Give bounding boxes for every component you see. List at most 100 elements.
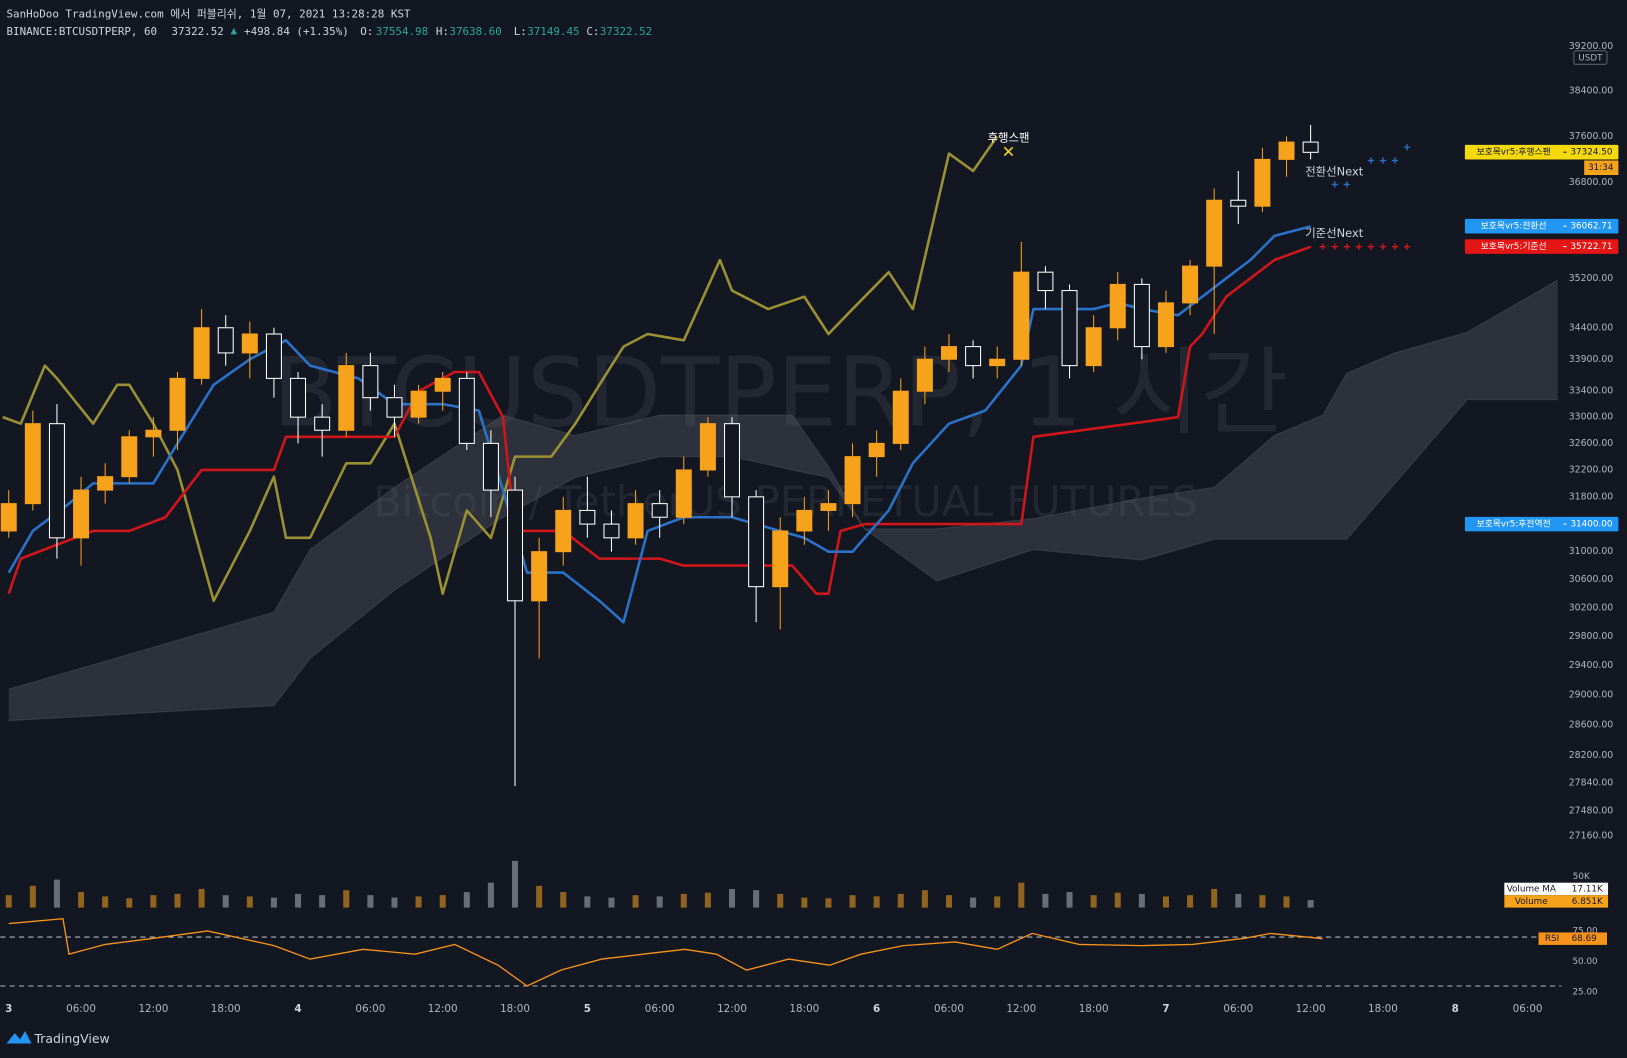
annotation: 기준선Next bbox=[1305, 226, 1364, 240]
price-label-name: 보호목vr5:후전역전 bbox=[1477, 519, 1551, 530]
volume-bar bbox=[632, 895, 639, 908]
volume-bar bbox=[246, 896, 253, 908]
volume-bar bbox=[1138, 893, 1145, 908]
price-label-name: 보호목vr5:기준선 bbox=[1481, 241, 1547, 252]
candle-body bbox=[314, 416, 331, 431]
y-tick-label: 34400.00 bbox=[1569, 322, 1614, 333]
candle-body bbox=[1302, 141, 1319, 153]
change-arrow: ▲ bbox=[231, 24, 238, 37]
y-tick-label: 30200.00 bbox=[1569, 602, 1614, 613]
candle-body bbox=[145, 429, 162, 438]
volume-bar bbox=[921, 890, 928, 908]
price-label-value: 31400.00 bbox=[1570, 520, 1612, 530]
volume-bar bbox=[343, 890, 350, 908]
candle-body bbox=[265, 333, 282, 379]
low-label: L: bbox=[514, 25, 527, 38]
indicator-line bbox=[7, 225, 1311, 624]
x-tick-label: 12:00 bbox=[428, 1003, 458, 1015]
next-marker bbox=[1331, 243, 1338, 250]
volume-bar bbox=[463, 892, 470, 908]
volume-bar bbox=[608, 897, 615, 908]
candle-body bbox=[531, 551, 548, 602]
y-tick-label: 33400.00 bbox=[1569, 386, 1614, 397]
y-tick-label: 29800.00 bbox=[1569, 631, 1614, 642]
x-tick-label: 8 bbox=[1452, 1003, 1459, 1015]
volume-bar bbox=[849, 895, 856, 908]
candle-body bbox=[868, 442, 885, 458]
volume-bar bbox=[680, 893, 687, 908]
volume-bar bbox=[102, 896, 109, 908]
next-marker bbox=[1367, 243, 1375, 250]
symbol: BINANCE:BTCUSDTPERP, 60 bbox=[7, 25, 158, 38]
candle-body bbox=[410, 390, 427, 418]
countdown-box bbox=[1584, 160, 1619, 176]
next-marker bbox=[1391, 243, 1399, 250]
y-tick-label: 28200.00 bbox=[1569, 750, 1614, 761]
x-tick-label: 06:00 bbox=[1513, 1003, 1543, 1015]
volume-bar bbox=[1259, 895, 1266, 908]
y-tick-label: 39200.00 bbox=[1569, 41, 1614, 52]
volume-bar bbox=[367, 895, 374, 908]
annotation: 후행스팬 bbox=[988, 130, 1030, 144]
volume-bar bbox=[825, 898, 832, 908]
volume-label-box bbox=[1504, 882, 1609, 896]
brand-logo bbox=[6, 1031, 32, 1044]
volume-bar bbox=[78, 892, 85, 908]
candle-body bbox=[1085, 327, 1102, 367]
x-tick-label: 06:00 bbox=[934, 1003, 964, 1015]
candle-body bbox=[748, 496, 765, 588]
rsi-tick-label: 75.00 bbox=[1572, 926, 1598, 936]
rsi-line bbox=[8, 917, 1323, 987]
volume-bar bbox=[29, 885, 36, 908]
open-value: 37554.98 bbox=[376, 25, 428, 38]
next-marker bbox=[1331, 181, 1338, 188]
candle-body bbox=[193, 327, 210, 379]
y-tick-label: 33000.00 bbox=[1569, 412, 1614, 423]
high-label: H: bbox=[436, 25, 449, 38]
low-value: 37149.45 bbox=[527, 25, 579, 38]
y-tick-label: 38400.00 bbox=[1569, 86, 1614, 97]
cloud-edge bbox=[8, 279, 1559, 690]
cloud-edge bbox=[8, 399, 1558, 722]
close-label: C: bbox=[586, 25, 599, 38]
annotation: 전환선Next bbox=[1305, 165, 1364, 179]
candle-body bbox=[290, 377, 307, 418]
y-tick-label: 28600.00 bbox=[1569, 720, 1614, 731]
candle-body bbox=[1133, 283, 1150, 348]
candle-body bbox=[362, 365, 379, 399]
candle-body bbox=[1278, 141, 1295, 160]
volume-label-name: Volume bbox=[1515, 897, 1548, 907]
next-marker bbox=[1391, 157, 1399, 164]
x-tick-label: 7 bbox=[1162, 1003, 1169, 1015]
next-marker bbox=[1379, 243, 1387, 250]
volume-bar bbox=[656, 896, 663, 908]
candle-body bbox=[217, 327, 234, 354]
candle-body bbox=[1206, 199, 1223, 267]
last-price: 37322.52 bbox=[171, 25, 223, 38]
x-tick-label: 18:00 bbox=[500, 1003, 530, 1015]
volume-bar bbox=[1090, 895, 1097, 908]
candle-body bbox=[940, 346, 957, 360]
price-label-value: 36062.71 bbox=[1570, 222, 1612, 232]
volume-bar bbox=[777, 893, 784, 908]
y-tick-label: 35200.00 bbox=[1569, 273, 1614, 284]
x-tick-label: 18:00 bbox=[1079, 1003, 1109, 1015]
brand: TradingView bbox=[34, 1031, 110, 1046]
rsi-label-name: RSI bbox=[1545, 934, 1559, 944]
x-tick-label: 18:00 bbox=[211, 1003, 241, 1015]
volume-bar bbox=[704, 892, 711, 908]
rsi-label-value: 68.69 bbox=[1572, 934, 1597, 944]
volume-bar bbox=[1018, 882, 1025, 908]
volume-bar bbox=[487, 882, 494, 908]
y-tick-label: 36800.00 bbox=[1569, 177, 1614, 188]
indicator-line bbox=[7, 245, 1312, 596]
candle-body bbox=[772, 530, 789, 588]
volume-bar bbox=[198, 888, 205, 908]
rsi-tick-label: 50.00 bbox=[1572, 957, 1598, 967]
volume-bar bbox=[126, 898, 133, 908]
next-marker bbox=[1319, 243, 1326, 250]
volume-bar bbox=[295, 893, 302, 908]
volume-label-name: Volume MA bbox=[1507, 884, 1556, 894]
candle-body bbox=[989, 358, 1006, 367]
